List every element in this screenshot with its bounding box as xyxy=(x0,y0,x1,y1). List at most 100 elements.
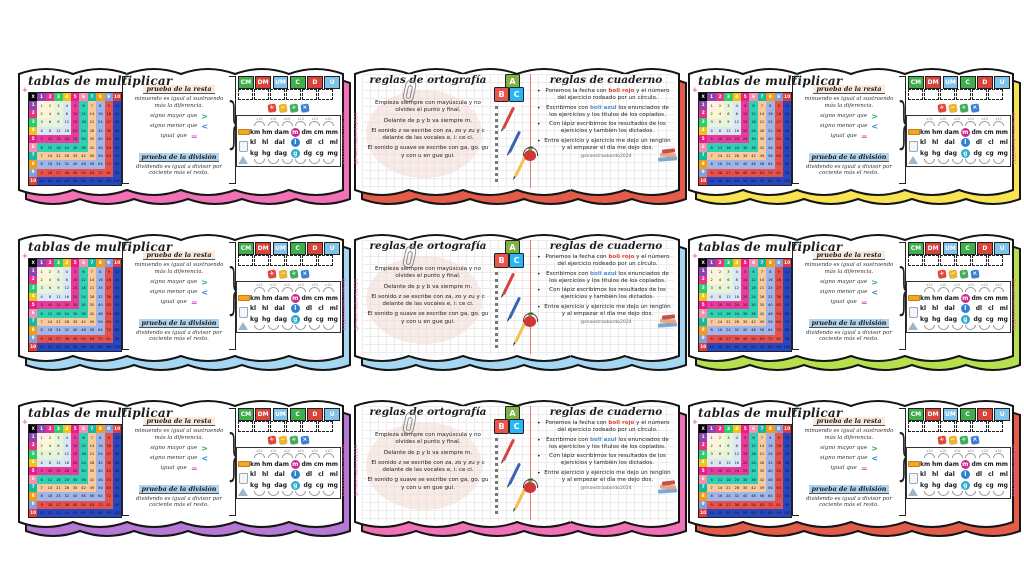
books-stack-icon xyxy=(657,314,678,328)
arc-icon xyxy=(924,121,935,127)
table-cell: 3 xyxy=(724,267,733,276)
table-cell: 48 xyxy=(766,475,775,484)
table-cell: 60 xyxy=(749,342,758,352)
table-cell: 48 xyxy=(79,492,88,501)
unit-label: dag xyxy=(944,481,957,489)
table-cell: 49 xyxy=(87,483,97,493)
arc-icon xyxy=(951,159,963,165)
right-bracket xyxy=(899,76,906,184)
table-header-cell: 8 xyxy=(96,425,105,434)
table-cell: 8 xyxy=(766,101,775,110)
unit-row: km hm dam m dm cm mm xyxy=(920,459,1008,469)
table-cell: 18 xyxy=(749,450,758,459)
unit-label: g xyxy=(960,480,970,490)
table-cell: 4 xyxy=(45,441,55,451)
arc-icon xyxy=(322,159,334,165)
table-header-cell: 5 xyxy=(740,93,750,102)
table-cell: 5 xyxy=(37,134,46,144)
table-cell: 30 xyxy=(740,143,750,152)
table-cell: 27 xyxy=(724,334,733,343)
place-value-box: D xyxy=(307,76,323,89)
table-cell: 54 xyxy=(749,168,758,177)
table-cell: 1 xyxy=(37,267,46,276)
table-cell: 25 xyxy=(70,134,80,144)
notebook-rule: Con lápiz escribimos los resultados de l… xyxy=(537,453,676,468)
x10-label: x10 xyxy=(325,117,332,121)
card-content: tablas de multiplicar + + + X12345678910… xyxy=(22,72,347,187)
table-cell: 2 xyxy=(715,101,725,110)
table-cell: 18 xyxy=(724,143,733,152)
table-cell: 27 xyxy=(774,284,783,293)
table-cell: 16 xyxy=(715,160,725,169)
unit-label: dag xyxy=(274,315,287,323)
place-value-blank xyxy=(254,89,269,100)
table-cell: 25 xyxy=(740,466,750,476)
sign-label: signo mayor que xyxy=(820,445,868,451)
arc-icon xyxy=(281,491,293,497)
table-cell: 40 xyxy=(740,326,750,335)
table-header-cell: 10 xyxy=(782,259,792,268)
arc-icon xyxy=(254,121,265,127)
table-cell: 8 xyxy=(37,160,46,169)
x10-label: x10 xyxy=(995,117,1002,121)
table-cell: 3 xyxy=(54,267,63,276)
card-content: reglas de ortografía Empieza siempre con… xyxy=(353,406,678,522)
arc-icon xyxy=(267,491,279,497)
table-cell: 2 xyxy=(37,441,46,451)
place-value-blank xyxy=(270,421,285,432)
place-value-blank xyxy=(908,89,923,100)
table-cell: 56 xyxy=(96,151,105,161)
sign-label: signo menor que xyxy=(149,123,198,129)
sign-symbol: < xyxy=(201,121,209,131)
table-cell: 20 xyxy=(112,441,122,451)
sign-symbol: > xyxy=(201,277,208,287)
sign-row: igual que = xyxy=(800,132,898,142)
sparkle-icon: + xyxy=(692,418,698,426)
place-value-box: C xyxy=(959,408,976,421)
table-cell: 72 xyxy=(766,334,775,343)
operation-icon: × xyxy=(299,103,310,113)
table-cell: 5 xyxy=(37,300,46,310)
table-cell: 70 xyxy=(757,342,767,352)
unit-label: kl xyxy=(920,471,927,479)
table-cell: 6 xyxy=(715,118,725,127)
table-cell: 10 xyxy=(37,508,46,518)
arc-icon xyxy=(295,453,307,459)
spelling-rule: Empieza siempre con mayúscula y no olvid… xyxy=(375,100,481,114)
unit-label: dal xyxy=(274,139,285,147)
table-cell: 18 xyxy=(715,500,725,509)
table-cell: 21 xyxy=(54,317,63,327)
unit-label: dag xyxy=(274,481,287,489)
table-header-cell: 5 xyxy=(699,300,708,310)
x10-label: x10 xyxy=(995,283,1002,287)
table-cell: 36 xyxy=(774,292,783,301)
table-cell: 27 xyxy=(54,168,63,177)
sign-symbol: > xyxy=(201,111,208,121)
table-cell: 30 xyxy=(54,176,63,186)
notebook-margin-line xyxy=(530,406,531,520)
operation-icon: + xyxy=(266,103,277,113)
table-header-cell: X xyxy=(699,425,708,434)
table-header-cell: 9 xyxy=(699,168,708,177)
measuring-jug-icon xyxy=(239,473,248,484)
table-cell: 16 xyxy=(62,126,71,135)
table-header-cell: 4 xyxy=(29,126,38,135)
table-cell: 40 xyxy=(62,342,71,352)
table-cell: 14 xyxy=(715,483,725,493)
table-cell: 50 xyxy=(70,176,80,186)
table-cell: 10 xyxy=(70,441,80,451)
sign-row: signo mayor que > xyxy=(130,444,228,454)
table-cell: 27 xyxy=(54,500,63,509)
table-cell: 3 xyxy=(37,450,46,459)
table-header-cell: 5 xyxy=(699,466,708,476)
table-cell: 6 xyxy=(715,284,725,293)
table-cell: 70 xyxy=(87,342,97,352)
table-header-cell: 2 xyxy=(699,441,708,451)
table-cell: 8 xyxy=(62,441,71,451)
table-header-cell: 3 xyxy=(699,450,708,459)
table-cell: 60 xyxy=(112,143,122,152)
arc-icon xyxy=(965,491,977,497)
table-header-cell: 6 xyxy=(749,93,758,102)
division-proof-text: dividendo es igual a divisor por cocient… xyxy=(806,495,892,509)
